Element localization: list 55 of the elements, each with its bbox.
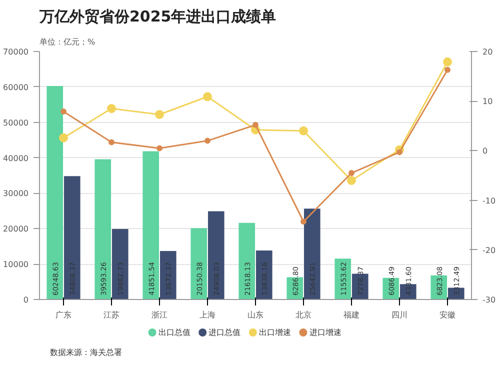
x-tick-label: 上海 xyxy=(200,310,216,320)
chart-subtitle: 单位：亿元；% xyxy=(40,38,96,46)
x-tick-label: 浙江 xyxy=(152,310,168,320)
x-tick-label: 广东 xyxy=(56,310,72,320)
point xyxy=(299,126,308,136)
y2-tick-label: 10 xyxy=(482,97,493,106)
point xyxy=(348,170,354,176)
y2-tick-label: 20 xyxy=(482,48,493,56)
y-tick-label: 30000 xyxy=(3,189,29,198)
bar xyxy=(94,159,112,300)
point xyxy=(60,108,66,115)
bar xyxy=(190,228,208,300)
x-tick-label: 四川 xyxy=(392,310,408,320)
point xyxy=(107,104,116,114)
point xyxy=(155,110,164,119)
y2-tick-label: -10 xyxy=(482,196,496,206)
bar xyxy=(304,208,320,300)
legend-label: 出口增速 xyxy=(258,328,291,337)
y2-tick-label: -20 xyxy=(482,246,496,255)
point xyxy=(347,176,356,185)
source-note: 数据来源：海关总署 xyxy=(50,348,122,357)
x-tick-label: 江苏 xyxy=(104,310,120,320)
bar xyxy=(238,222,256,300)
point xyxy=(396,149,402,156)
legend-label: 进口增速 xyxy=(309,328,342,337)
point xyxy=(203,92,212,102)
y2-tick-label: -30 xyxy=(482,296,496,304)
point xyxy=(300,218,306,225)
x-tick-label: 山东 xyxy=(248,310,264,320)
y-tick-label: 10000 xyxy=(3,260,29,270)
y-tick-label: 50000 xyxy=(3,118,29,128)
legend-label: 进口总值 xyxy=(208,328,241,337)
point xyxy=(443,57,452,66)
bar xyxy=(208,211,224,300)
point xyxy=(444,66,450,73)
chart-title: 万亿外贸省份2025年进出口成绩单 xyxy=(38,8,276,26)
point xyxy=(156,145,162,152)
bar xyxy=(142,151,160,300)
y-tick-label: 20000 xyxy=(3,224,29,234)
x-tick-label: 北京 xyxy=(296,310,312,320)
y2-tick-label: 0 xyxy=(482,146,488,156)
x-tick-label: 福建 xyxy=(344,310,360,320)
point xyxy=(108,139,114,146)
bar xyxy=(64,176,80,300)
point xyxy=(204,138,210,144)
y-tick-label: 40000 xyxy=(3,154,29,163)
point xyxy=(252,122,258,128)
bar xyxy=(112,229,128,300)
x-tick-label: 安徽 xyxy=(440,310,456,320)
legend-label: 出口总值 xyxy=(158,328,190,337)
y-tick-label: 0 xyxy=(23,296,29,304)
point xyxy=(59,133,68,142)
y-tick-label: 60000 xyxy=(3,82,29,92)
y-tick-label: 70000 xyxy=(3,48,29,56)
bar xyxy=(46,86,64,300)
